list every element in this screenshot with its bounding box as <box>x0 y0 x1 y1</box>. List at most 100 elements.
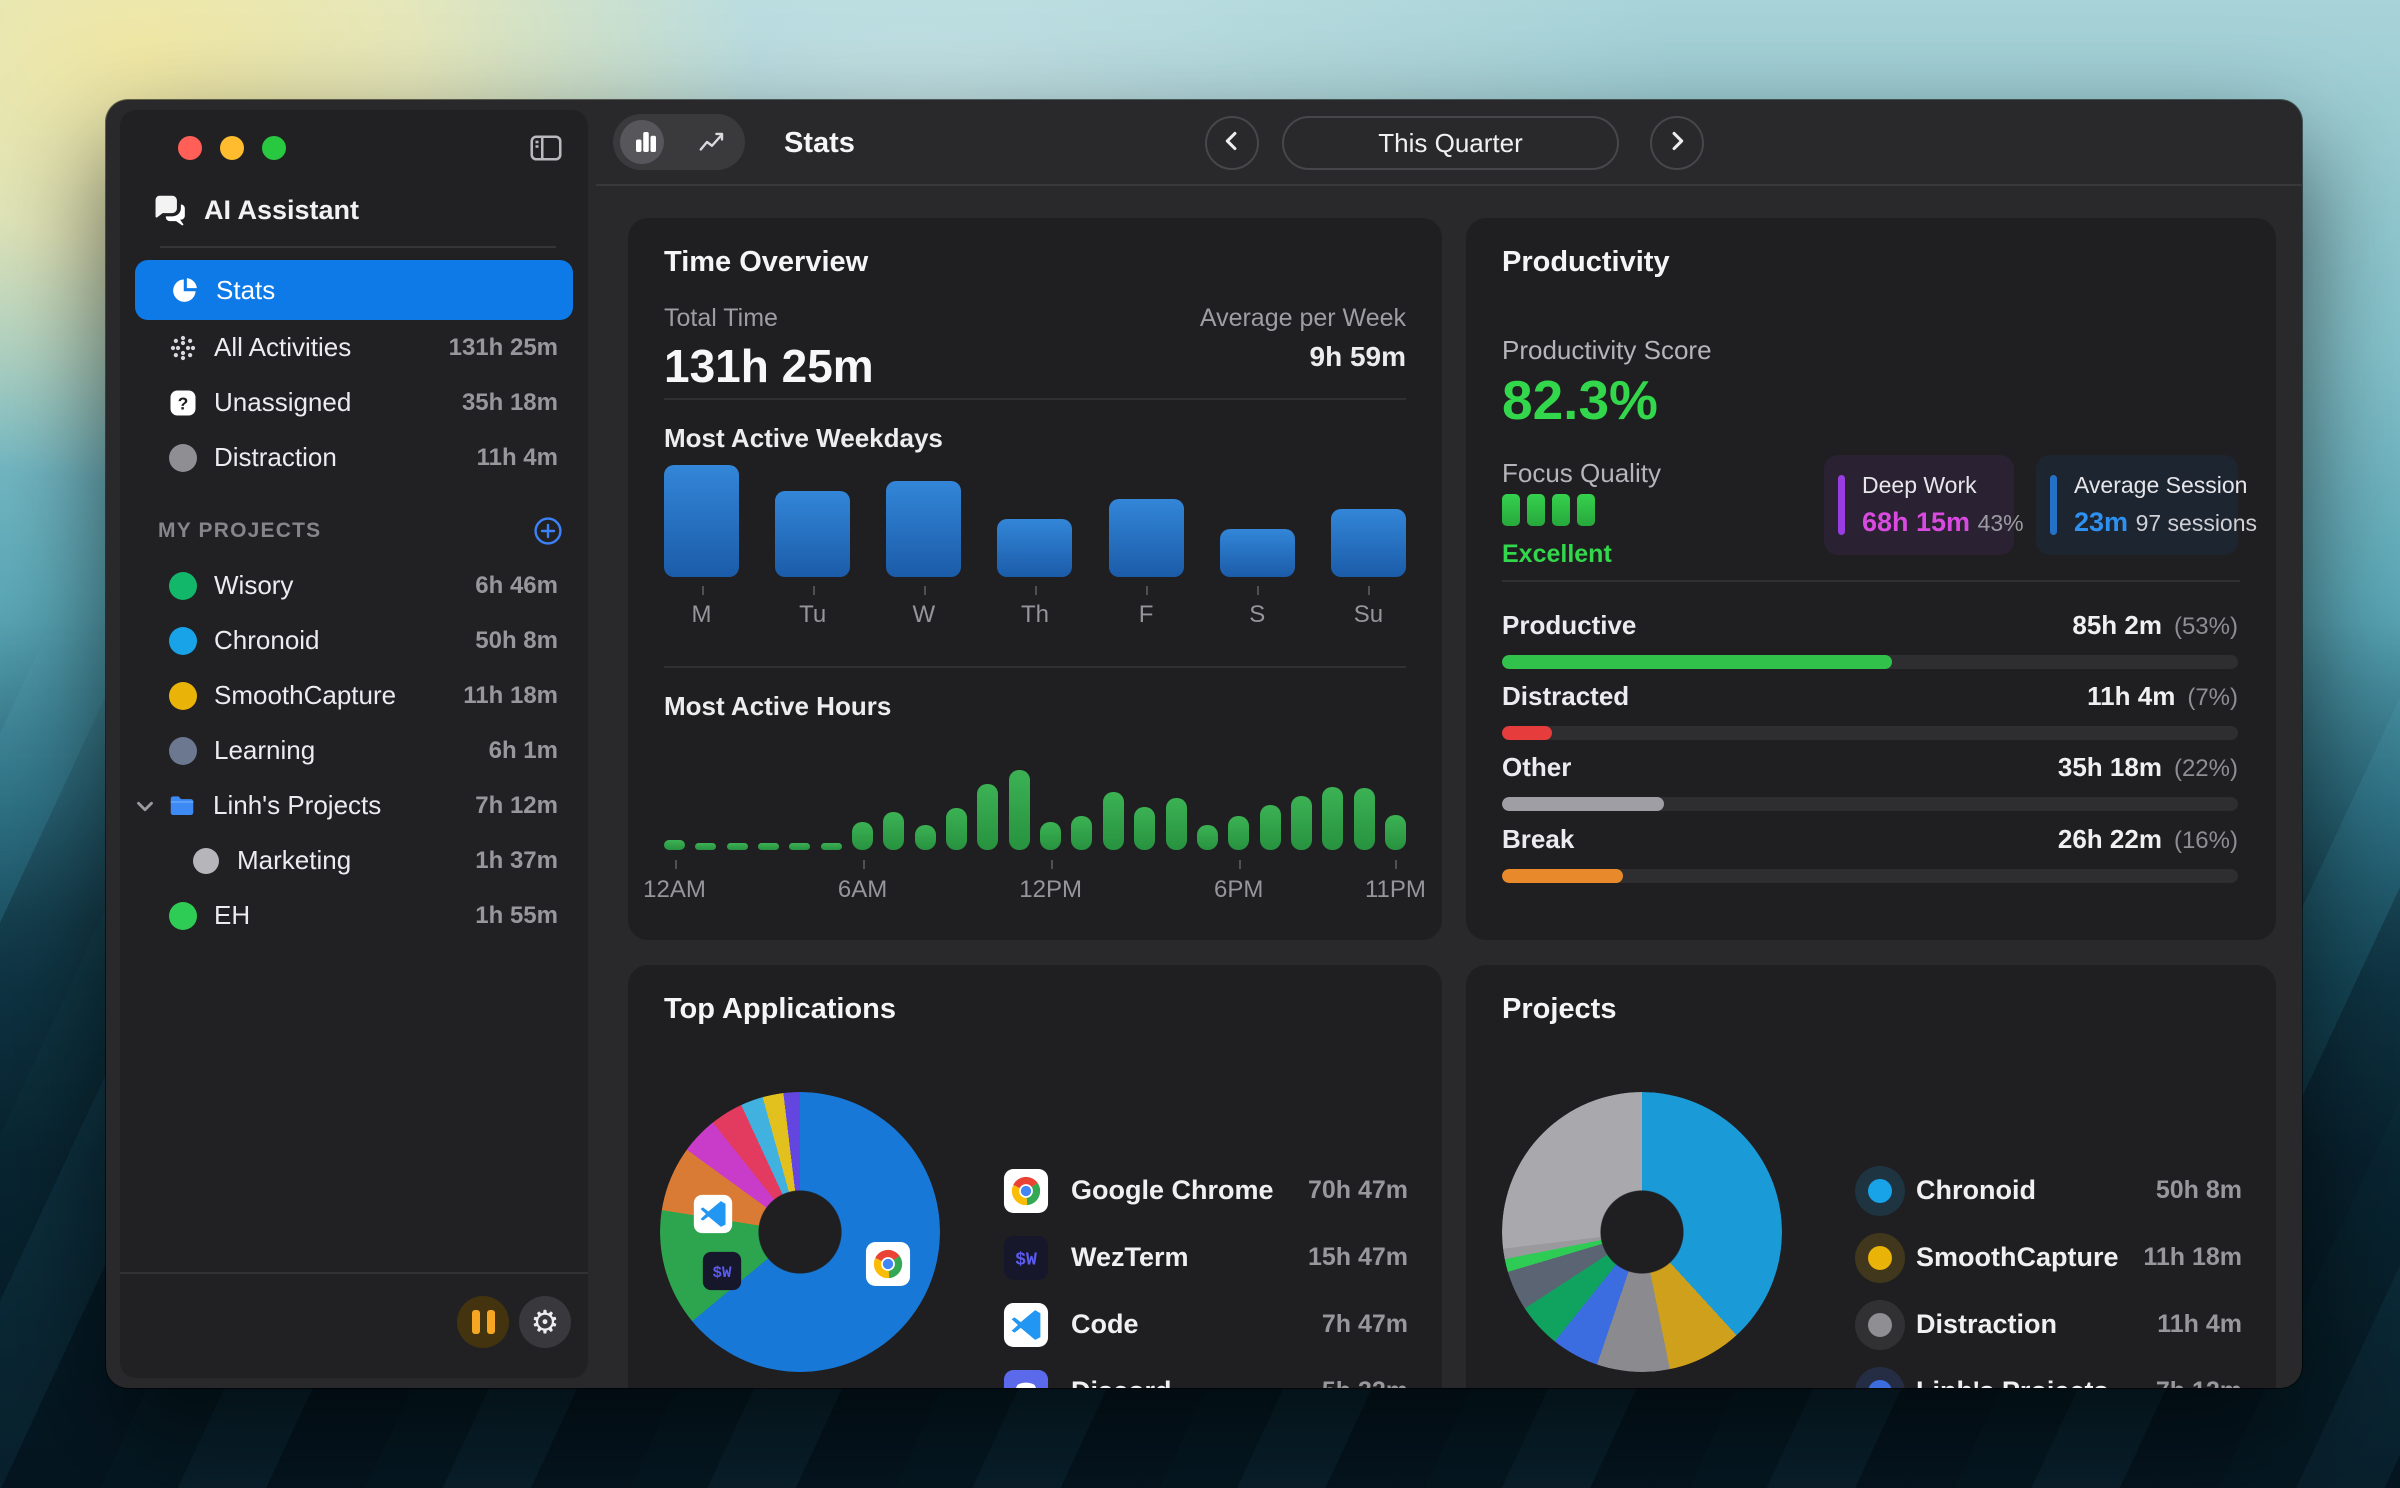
breakdown-line: Break 26h 22m (16%) <box>1502 824 2238 855</box>
sidebar-item-eh[interactable]: EH 1h 55m <box>120 888 588 943</box>
ai-assistant-label: AI Assistant <box>204 194 360 225</box>
project-name: SmoothCapture <box>1916 1242 2119 1272</box>
dots-grid-icon <box>167 332 199 364</box>
settings-button[interactable]: ⚙ <box>519 1296 571 1348</box>
view-mode-segmented-control <box>613 114 745 170</box>
project-row-smoothcapture: SmoothCapture 11h 18m <box>1855 1224 2242 1291</box>
project-color-dot <box>167 442 199 474</box>
sidebar-item-unassigned[interactable]: ? Unassigned 35h 18m <box>120 375 588 430</box>
next-period-button[interactable] <box>1650 116 1704 170</box>
weekday-bar <box>997 519 1073 577</box>
period-selector-button[interactable]: This Quarter <box>1282 116 1619 170</box>
project-name: Chronoid <box>1916 1175 2036 1205</box>
axis-tick <box>1257 586 1260 595</box>
breakdown-progress-track <box>1502 797 2238 811</box>
card-title: Top Applications <box>664 993 896 1025</box>
sidebar-item-marketing[interactable]: Marketing 1h 37m <box>120 833 588 888</box>
projects-legend-list: Chronoid 50h 8m SmoothCapture 11h 18m Distra… <box>1855 1157 2242 1388</box>
focus-segment <box>1527 494 1545 526</box>
time-overview-card: Time Overview Total Time 131h 25m Averag… <box>628 218 1442 940</box>
sidebar-divider <box>160 246 556 248</box>
sidebar-item-label: Distraction <box>214 442 337 472</box>
hour-bar <box>1102 792 1124 850</box>
breakdown-value: 35h 18m <box>2057 752 2162 782</box>
hour-bar <box>789 843 811 850</box>
weekday-column-tu: Tu <box>775 465 851 628</box>
hour-column-2 <box>726 770 748 850</box>
sidebar-item-stats[interactable]: Stats <box>135 260 573 320</box>
app-name: Google Chrome <box>1071 1175 1274 1205</box>
sidebar-item-all-activities[interactable]: All Activities 131h 25m <box>120 320 588 375</box>
app-name: Discord <box>1071 1376 1172 1388</box>
period-label: This Quarter <box>1378 127 1523 158</box>
project-row-chronoid: Chronoid 50h 8m <box>1855 1157 2242 1224</box>
sidebar-item-linh-s-projects[interactable]: Linh's Projects 7h 12m <box>120 778 588 833</box>
pause-icon <box>471 1310 495 1334</box>
sidebar-item-chronoid[interactable]: Chronoid 50h 8m <box>120 613 588 668</box>
minimize-window-button[interactable] <box>220 136 244 160</box>
pause-tracking-button[interactable] <box>457 1296 509 1348</box>
sidebar-projects-list: Wisory 6h 46m Chronoid 50h 8m SmoothCapture 1… <box>120 558 588 943</box>
hour-column-10 <box>977 770 999 850</box>
breakdown-row-productive: Productive 85h 2m (53%) <box>1502 610 2238 669</box>
svg-text:?: ? <box>178 393 189 413</box>
weekday-column-su: Su <box>1330 465 1406 628</box>
hour-column-8 <box>914 770 936 850</box>
chevron-down-icon[interactable] <box>132 793 158 819</box>
weekday-bar-chart: M Tu W Th F S Su <box>664 465 1406 628</box>
sidebar-toggle-icon[interactable] <box>528 130 564 166</box>
hour-column-11 <box>1008 770 1030 850</box>
sidebar-item-smoothcapture[interactable]: SmoothCapture 11h 18m <box>120 668 588 723</box>
weekday-column-f: F <box>1108 465 1184 628</box>
previous-period-button[interactable] <box>1205 116 1259 170</box>
breakdown-line: Productive 85h 2m (53%) <box>1502 610 2238 641</box>
hour-bar <box>946 808 968 850</box>
weekday-column-s: S <box>1219 465 1295 628</box>
total-time-label: Total Time <box>664 304 778 332</box>
project-color-dot <box>190 845 222 877</box>
hour-column-3 <box>758 770 780 850</box>
weekday-column-w: W <box>886 465 962 628</box>
deep-work-stat-card: Deep Work 68h 15m 43% <box>1824 455 2024 555</box>
average-week-label: Average per Week <box>1199 304 1406 332</box>
line-chart-view-button[interactable] <box>679 114 745 170</box>
vscode-icon <box>693 1194 733 1234</box>
sidebar-item-ai-assistant[interactable]: AI Assistant <box>120 188 588 232</box>
axis-tick <box>812 586 815 595</box>
sidebar-item-learning[interactable]: Learning 6h 1m <box>120 723 588 778</box>
add-project-button[interactable] <box>532 515 564 547</box>
productivity-card: Productivity Productivity Score 82.3% Fo… <box>1466 218 2276 940</box>
focus-quality-rating: Excellent <box>1502 540 1612 568</box>
breakdown-value: 85h 2m <box>2072 610 2162 640</box>
average-session-accent-strip <box>2050 475 2057 535</box>
vscode-icon <box>1003 1302 1049 1348</box>
hour-bar <box>758 843 780 850</box>
close-window-button[interactable] <box>178 136 202 160</box>
dot-shape <box>169 626 197 655</box>
hour-bar <box>1008 770 1030 850</box>
hour-bar <box>1071 816 1093 850</box>
sidebar-item-value: 11h 4m <box>476 443 558 471</box>
axis-tick <box>862 860 865 869</box>
bar-chart-view-button[interactable] <box>613 114 679 170</box>
weekday-bar <box>1219 529 1295 577</box>
sidebar-item-label: SmoothCapture <box>214 680 397 710</box>
hours-chart-title: Most Active Hours <box>664 691 892 721</box>
zoom-window-button[interactable] <box>262 136 286 160</box>
total-time-block: Total Time 131h 25m <box>664 304 874 393</box>
card-title: Time Overview <box>664 246 869 278</box>
sidebar-item-wisory[interactable]: Wisory 6h 46m <box>120 558 588 613</box>
hour-bar <box>1040 822 1062 850</box>
hour-column-23: 11PM <box>1365 770 1426 903</box>
sidebar-item-label: EH <box>214 900 251 930</box>
sidebar-item-distraction[interactable]: Distraction 11h 4m <box>120 430 588 485</box>
hour-column-4 <box>789 770 811 850</box>
app-time: 70h 47m <box>1307 1176 1408 1204</box>
axis-tick-label: 12PM <box>1019 876 1082 903</box>
hour-column-14 <box>1102 770 1124 850</box>
sidebar-item-value: 1h 37m <box>475 846 558 874</box>
breakdown-percent: (22%) <box>2173 755 2238 782</box>
axis-tick-label: M <box>691 601 712 628</box>
sidebar-item-value: 6h 46m <box>475 571 558 599</box>
